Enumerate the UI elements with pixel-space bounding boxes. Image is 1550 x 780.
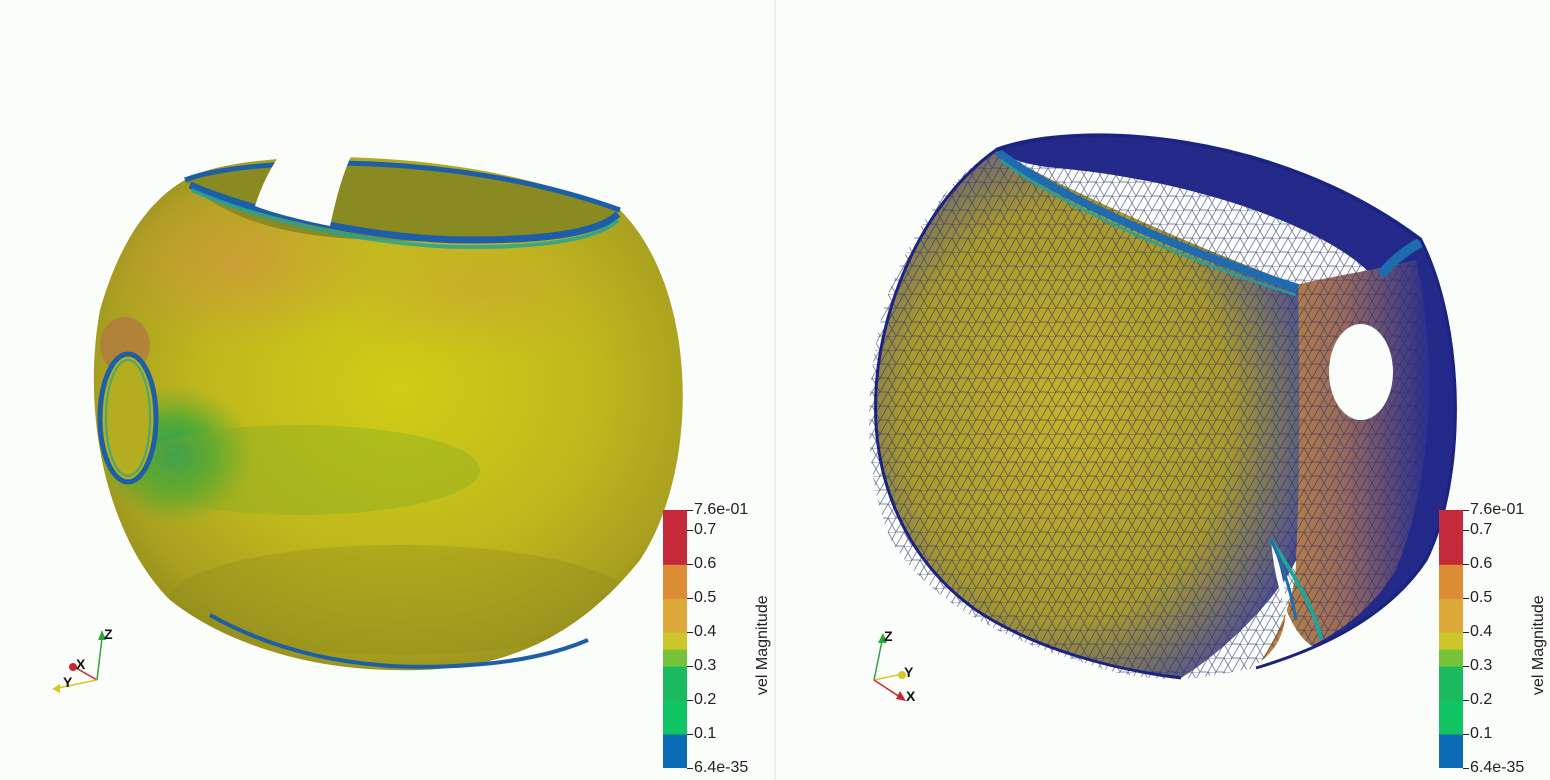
viewport-divider[interactable] (774, 0, 776, 780)
scalar-bar-tick-mark (1463, 666, 1469, 668)
scalar-bar-tick-mark (687, 530, 693, 532)
scalar-bar-tick-label: 6.4e-35 (1470, 759, 1525, 776)
scalar-bar-tick-mark (1463, 768, 1469, 769)
scalar-bar-tick-mark (687, 700, 693, 702)
scalar-bar-segment (1439, 666, 1463, 701)
scalar-bar-tick-mark (687, 632, 693, 634)
sphere-surface-render-left (93, 152, 683, 671)
scalar-bar-tick-mark (687, 768, 693, 769)
scalar-bar-tick-label: 0.6 (1470, 555, 1493, 573)
scalar-bar-title-right: vel Magnitude (1530, 595, 1547, 695)
scalar-bar-segment (1439, 564, 1463, 599)
scalar-bar-right (1439, 510, 1463, 768)
scalar-bar-tick-label: 0.1 (1470, 725, 1493, 743)
axis-z-label: Z (884, 628, 893, 644)
scalar-bar-tick-label: 0.2 (694, 691, 717, 709)
scalar-bar-segment (663, 632, 687, 650)
sphere-mesh-render-right (868, 133, 1457, 680)
scalar-bar-tick-label: 7.6e-01 (1470, 501, 1525, 518)
scalar-bar-left (663, 510, 687, 768)
axis-y-label: Y (63, 674, 73, 690)
orientation-axes-left (52, 630, 106, 693)
render-view-left[interactable]: Z X Y vel Magnitude 7.6e-01 0.7 0.6 0.5 0.4 0… (0, 0, 774, 780)
scalar-bar-segment (663, 666, 687, 701)
render-view-right[interactable]: Z Y X vel Magnitude 7.6e-01 0.7 0.6 0.5 0.4 0… (776, 0, 1550, 780)
axis-y-label: Y (904, 664, 914, 680)
axis-z-label: Z (104, 626, 113, 642)
scalar-bar-segment (1439, 649, 1463, 667)
scalar-bar-segment (663, 530, 687, 565)
scalar-bar-segment (663, 734, 687, 768)
scalar-bar-tick-mark (687, 666, 693, 668)
orientation-axes-right (873, 633, 906, 701)
scalar-bar-tick-mark (1463, 734, 1469, 736)
scalar-bar-tick-label: 0.7 (1470, 521, 1493, 539)
scalar-bar-tick-mark (1463, 510, 1469, 511)
scalar-bar-tick-mark (687, 598, 693, 600)
scalar-bar-segment (1439, 632, 1463, 650)
axis-x-label: X (906, 688, 916, 704)
scalar-bar-tick-mark (1463, 564, 1469, 566)
scalar-bar-tick-label: 0.7 (694, 521, 717, 539)
scalar-bar-tick-label: 7.6e-01 (694, 501, 749, 518)
scalar-bar-tick-mark (687, 734, 693, 736)
scalar-bar-segment (1439, 700, 1463, 735)
scalar-bar-tick-mark (1463, 632, 1469, 634)
scalar-bar-tick-label: 0.4 (694, 623, 717, 641)
scalar-bar-tick-label: 0.4 (1470, 623, 1493, 641)
scalar-bar-segment (663, 510, 687, 531)
scalar-bar-segment (1439, 734, 1463, 768)
scalar-bar-segment (663, 649, 687, 667)
scalar-bar-tick-mark (1463, 530, 1469, 532)
scalar-bar-tick-label: 6.4e-35 (694, 759, 749, 776)
scalar-bar-tick-label: 0.1 (694, 725, 717, 743)
scalar-bar-segment (1439, 530, 1463, 565)
scalar-bar-segment (1439, 510, 1463, 531)
scalar-bar-segment (663, 598, 687, 633)
scalar-bar-tick-label: 0.2 (1470, 691, 1493, 709)
scalar-bar-tick-label: 0.3 (1470, 657, 1493, 675)
scalar-bar-title-left: vel Magnitude (754, 595, 771, 695)
axis-x-label: X (76, 656, 86, 672)
scalar-bar-segment (1439, 598, 1463, 633)
scalar-bar-tick-label: 0.5 (1470, 589, 1493, 607)
scalar-bar-tick-label: 0.6 (694, 555, 717, 573)
scalar-bar-segment (663, 700, 687, 735)
scalar-bar-tick-label: 0.3 (694, 657, 717, 675)
scalar-bar-tick-mark (687, 510, 693, 511)
scalar-bar-segment (663, 564, 687, 599)
scalar-bar-tick-mark (687, 564, 693, 566)
scalar-bar-tick-label: 0.5 (694, 589, 717, 607)
scalar-bar-tick-mark (1463, 700, 1469, 702)
scalar-bar-tick-mark (1463, 598, 1469, 600)
